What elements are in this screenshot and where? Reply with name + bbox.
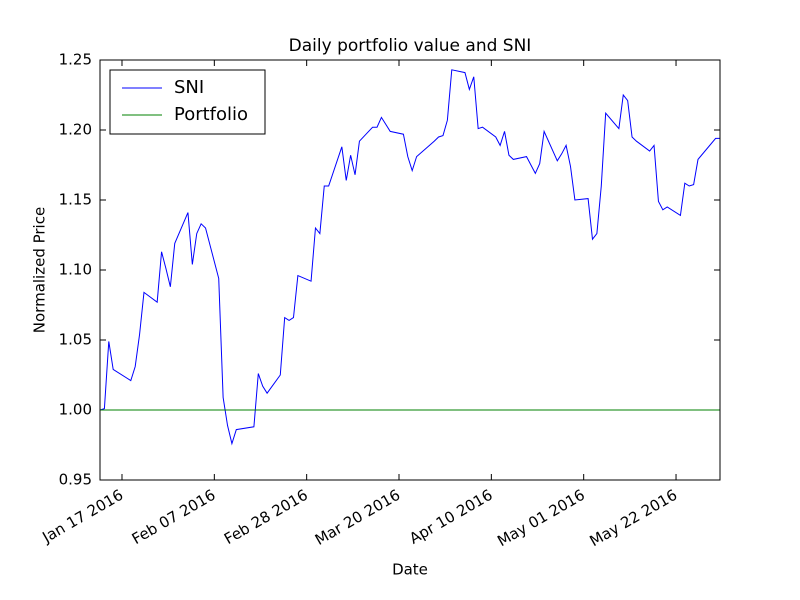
legend-label: Portfolio bbox=[174, 104, 248, 125]
y-axis-label: Normalized Price bbox=[31, 207, 49, 333]
x-tick-label: May 01 2016 bbox=[494, 486, 588, 550]
y-tick-label: 1.10 bbox=[59, 261, 92, 279]
x-tick-label: Apr 10 2016 bbox=[406, 486, 495, 548]
legend-label: SNI bbox=[174, 77, 204, 98]
plot-frame bbox=[99, 59, 721, 481]
y-tick-label: 0.95 bbox=[59, 471, 92, 489]
y-tick-label: 1.00 bbox=[59, 401, 92, 419]
x-tick-label: Feb 28 2016 bbox=[221, 486, 311, 548]
legend-box bbox=[109, 69, 266, 135]
y-tick-label: 1.15 bbox=[59, 191, 92, 209]
x-axis-label: Date bbox=[392, 561, 428, 579]
y-tick-label: 1.05 bbox=[59, 331, 92, 349]
y-tick-label: 1.20 bbox=[59, 121, 92, 139]
legend: SNI Portfolio bbox=[109, 69, 266, 135]
x-tick-label: Feb 07 2016 bbox=[129, 486, 219, 548]
x-tick-label: Jan 17 2016 bbox=[38, 486, 126, 547]
x-tick-label: May 22 2016 bbox=[587, 486, 681, 550]
y-tick-label: 1.25 bbox=[59, 51, 92, 69]
chart-title: Daily portfolio value and SNI bbox=[289, 36, 532, 56]
plot-lines bbox=[100, 69, 720, 446]
series-line bbox=[100, 69, 720, 446]
x-tick-label: Mar 20 2016 bbox=[312, 486, 403, 549]
